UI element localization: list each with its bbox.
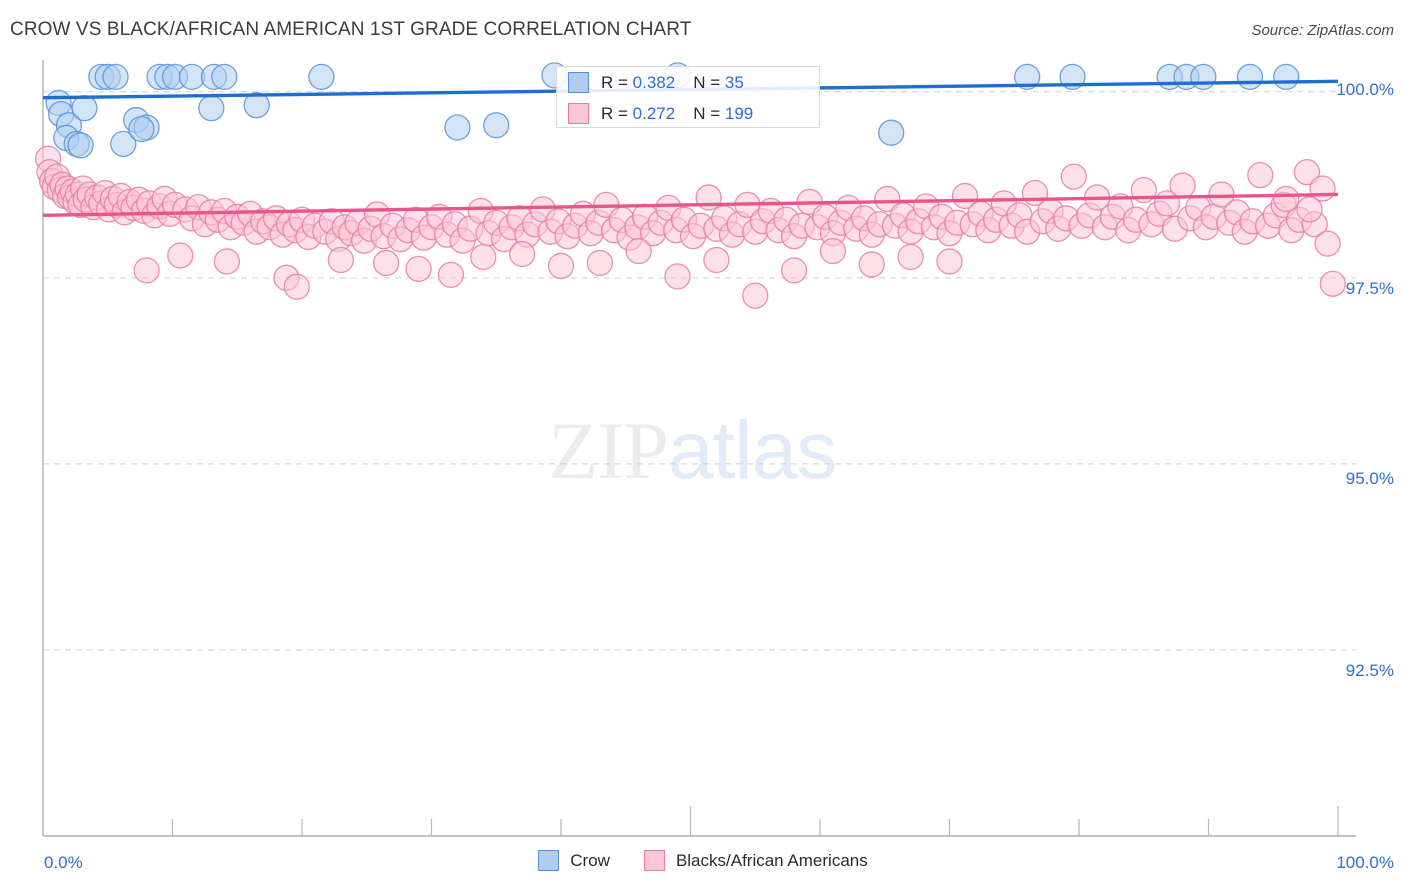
data-point xyxy=(483,112,510,139)
data-point xyxy=(178,63,206,91)
stats-blacks-text: R = 0.272 N = 199 xyxy=(601,103,754,123)
source-attribution: Source: ZipAtlas.com xyxy=(1251,22,1394,39)
data-point xyxy=(1190,63,1217,91)
data-point xyxy=(1293,158,1321,186)
data-point xyxy=(283,273,310,300)
data-point xyxy=(128,115,155,143)
data-point xyxy=(858,251,885,278)
data-point xyxy=(102,63,129,91)
page-title: CROW VS BLACK/AFRICAN AMERICAN 1ST GRADE… xyxy=(10,19,692,40)
y-tick-95: 95.0% xyxy=(1345,469,1394,488)
data-point xyxy=(897,243,924,271)
stats-row-blacks: R = 0.272 N = 199 xyxy=(557,98,819,129)
x-tick-0: 0.0% xyxy=(44,853,83,872)
legend-label-blacks: Blacks/African Americans xyxy=(675,850,868,870)
data-point xyxy=(878,119,905,146)
data-point xyxy=(509,240,536,268)
data-point xyxy=(1014,63,1041,91)
legend-item-blacks[interactable]: Blacks/African Americans xyxy=(643,850,868,871)
data-point xyxy=(213,248,241,275)
data-point xyxy=(1319,270,1346,297)
data-point xyxy=(437,261,465,289)
data-point xyxy=(1273,63,1300,91)
data-point xyxy=(1273,185,1300,213)
data-point xyxy=(444,114,471,141)
data-point xyxy=(1169,172,1196,199)
data-point xyxy=(874,185,901,213)
legend-item-crow[interactable]: Crow xyxy=(538,850,610,871)
data-point xyxy=(243,92,270,119)
data-point xyxy=(71,94,98,122)
data-point xyxy=(470,243,497,271)
data-point xyxy=(780,257,808,284)
data-point xyxy=(133,257,160,284)
legend-label-crow: Crow xyxy=(570,850,610,870)
data-point xyxy=(703,246,730,274)
y-tick-92-5: 92.5% xyxy=(1345,661,1394,680)
stats-row-crow: R = 0.382 N = 35 xyxy=(557,67,819,98)
swatch-blacks-icon xyxy=(568,103,589,124)
data-point xyxy=(198,94,225,122)
data-point xyxy=(586,249,613,277)
x-tick-100: 100.0% xyxy=(1336,853,1394,872)
data-point xyxy=(1236,63,1264,91)
data-point xyxy=(1247,161,1274,189)
data-point xyxy=(308,63,335,91)
y-tick-100: 100.0% xyxy=(1336,80,1394,99)
data-point xyxy=(1296,196,1323,223)
chart-legend: Crow Blacks/African Americans xyxy=(0,850,1406,871)
correlation-stats-box: R = 0.382 N = 35 R = 0.272 N = 199 xyxy=(556,66,820,128)
trendline-blacks xyxy=(42,192,1339,218)
legend-swatch-blacks-icon xyxy=(643,850,665,871)
stats-crow-text: R = 0.382 N = 35 xyxy=(601,72,744,92)
data-point xyxy=(405,255,432,283)
data-point xyxy=(67,132,94,159)
data-point xyxy=(373,249,400,277)
legend-swatch-crow-icon xyxy=(538,850,560,871)
data-point xyxy=(167,242,194,269)
data-point xyxy=(664,263,691,290)
data-point xyxy=(1314,230,1341,257)
data-point xyxy=(211,63,238,91)
series-blacks xyxy=(35,145,1346,309)
data-point xyxy=(1060,163,1087,190)
data-point xyxy=(547,252,575,280)
data-point xyxy=(110,130,137,158)
y-tick-97-5: 97.5% xyxy=(1345,279,1394,298)
data-point xyxy=(327,246,355,274)
swatch-crow-icon xyxy=(568,72,589,93)
data-point xyxy=(819,237,847,265)
data-point xyxy=(625,237,652,265)
data-point xyxy=(936,248,963,275)
data-point xyxy=(742,282,769,309)
